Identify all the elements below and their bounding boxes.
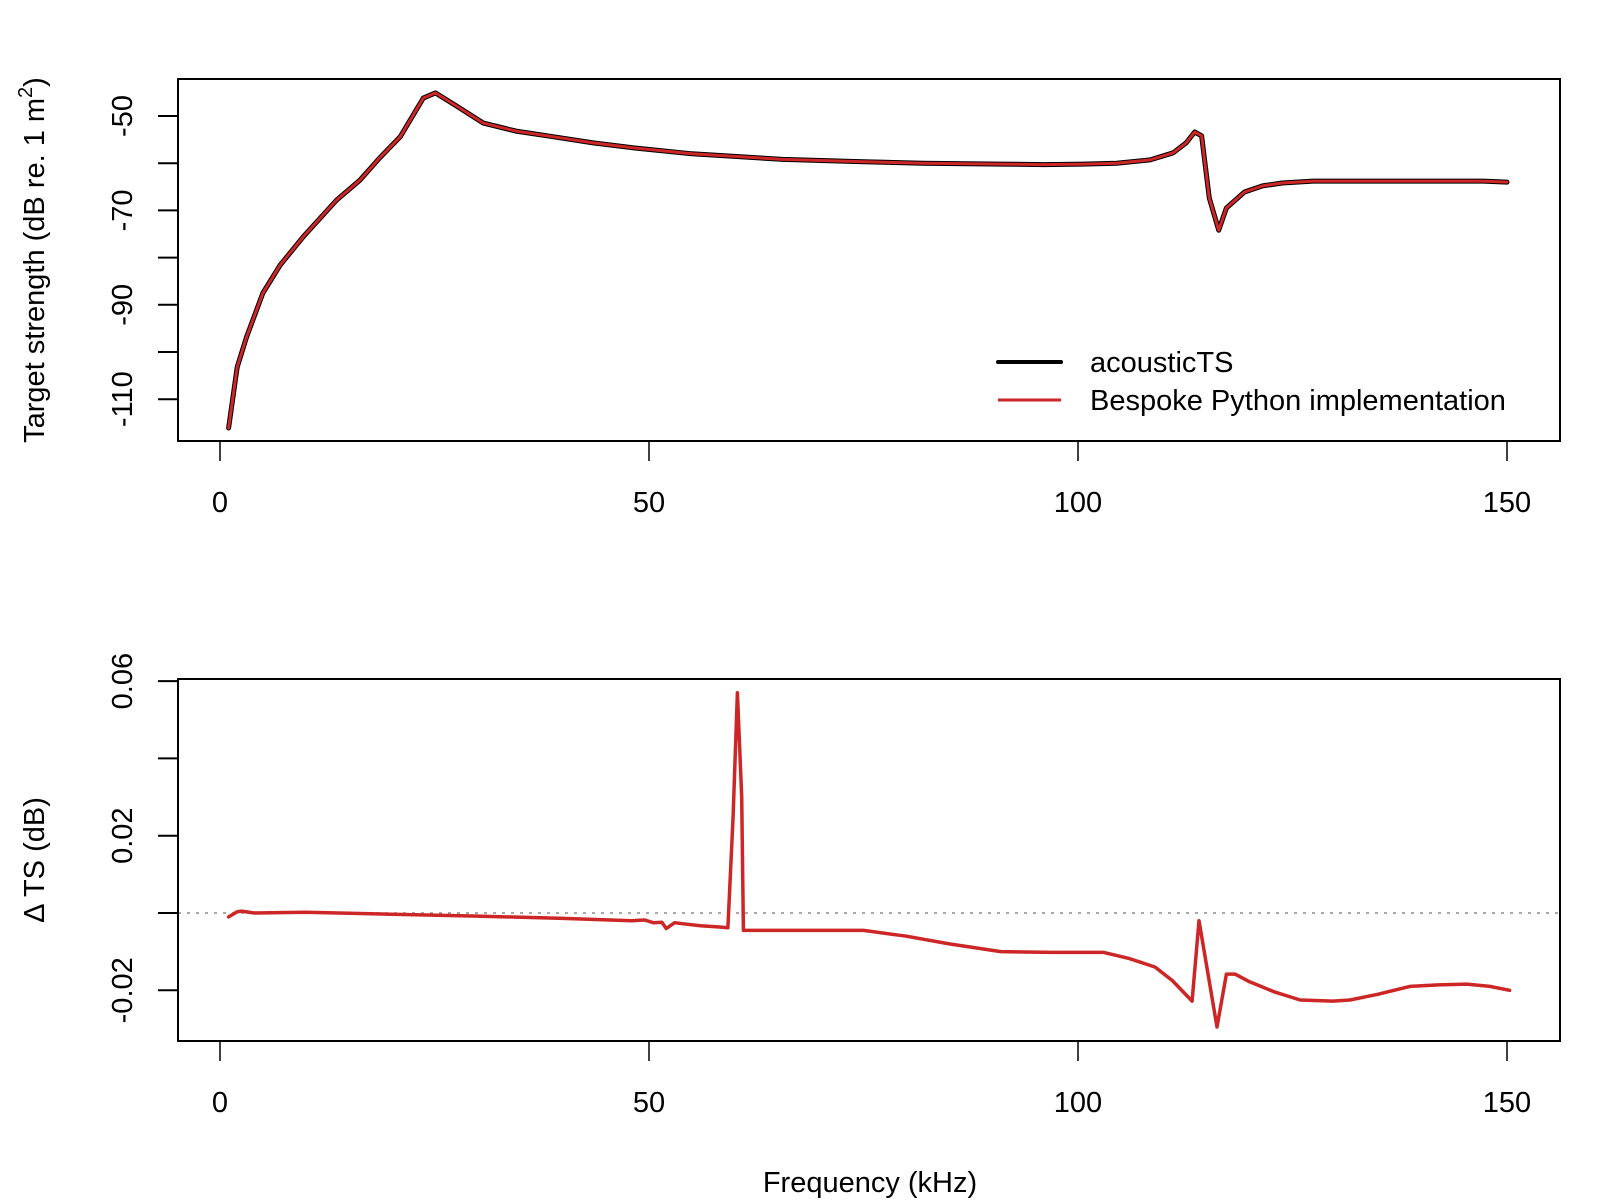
x-tick-label: 100 [1054,1087,1102,1119]
top-y-axis-title: Target strength (dB re. 1 m2) [15,77,51,443]
y-tick-label: -50 [107,95,139,137]
y-tick-label: -90 [107,284,139,326]
x-tick-label: 100 [1054,487,1102,519]
legend-label-acousticts: acousticTS [1090,347,1233,379]
bottom-panel-delta-ts: 0.06 0.02 -0.02 0 50 100 150 Δ TS (dB) Freque… [19,653,1561,1199]
x-axis-title: Frequency (kHz) [763,1167,977,1199]
top-series-lines [226,90,1510,431]
y-tick-label: -70 [107,189,139,231]
top-panel-target-strength: -50 -70 -90 -110 0 50 100 150 Target strength … [15,77,1561,519]
legend: acousticTS Bespoke Python implementation [996,347,1506,417]
x-tick-label: 50 [633,1087,665,1119]
y-tick-label: 0.06 [107,653,139,709]
bottom-plot-frame [177,678,1561,1042]
y-tick-label: -110 [107,371,139,427]
series-line--ts-acousticts-python- [226,690,1512,1029]
y-tick-label: -0.02 [107,957,139,1023]
x-tick-label: 150 [1483,1087,1531,1119]
y-tick-label: 0.02 [107,807,139,863]
x-tick-label: 50 [633,487,665,519]
x-tick-label: 150 [1483,487,1531,519]
bottom-y-axis: 0.06 0.02 -0.02 [107,653,178,1023]
bottom-series-line [226,690,1512,1029]
series-line-acousticts [226,90,1510,431]
x-tick-label: 0 [212,487,228,519]
top-plot-frame [177,78,1561,442]
legend-label-python: Bespoke Python implementation [1090,385,1506,417]
bottom-x-axis: 0 50 100 150 [212,1041,1531,1119]
series-line-bespoke-python-implementation [227,91,1509,430]
x-tick-label: 0 [212,1087,228,1119]
bottom-y-axis-title: Δ TS (dB) [19,797,51,923]
top-x-axis: 0 50 100 150 [212,441,1531,519]
top-y-axis: -50 -70 -90 -110 [107,95,178,427]
